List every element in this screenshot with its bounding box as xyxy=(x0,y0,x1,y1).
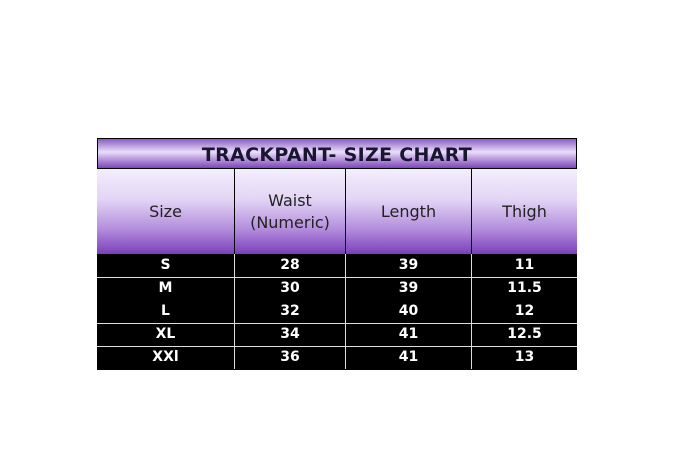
header-waist: Waist (Numeric) xyxy=(235,169,346,254)
cell-thigh: 12.5 xyxy=(507,326,542,342)
table-row: L 32 40 12 xyxy=(97,300,577,323)
cell-waist: 34 xyxy=(235,323,346,346)
header-waist-line2: (Numeric) xyxy=(250,212,330,232)
cell-size: XXl xyxy=(97,346,235,369)
cell-waist: 36 xyxy=(235,346,346,369)
size-chart-table: TRACKPANT- SIZE CHART Size Waist (Numeric… xyxy=(97,138,577,370)
row-divider xyxy=(97,323,577,324)
cell-waist: 32 xyxy=(235,300,346,323)
cell-size: L xyxy=(97,300,235,323)
cell-size: M xyxy=(97,277,235,300)
cell-size: S xyxy=(97,254,235,277)
row-divider xyxy=(97,277,577,278)
cell-thigh: 11 xyxy=(514,257,535,273)
cell-thigh: 11.5 xyxy=(507,280,542,296)
cell-waist: 30 xyxy=(235,277,346,300)
header-waist-line1: Waist xyxy=(268,190,312,210)
cell-length: 40 xyxy=(346,300,472,323)
header-length: Length xyxy=(346,169,472,254)
cell-thigh: 13 xyxy=(514,349,535,365)
chart-title: TRACKPANT- SIZE CHART xyxy=(97,138,577,169)
cell-size: XL xyxy=(97,323,235,346)
table-row: XXl 36 41 13 xyxy=(97,346,577,369)
cell-length: 41 xyxy=(346,323,472,346)
table-row: S 28 39 11 xyxy=(97,254,577,277)
table-row: M 30 39 11.5 xyxy=(97,277,577,300)
cell-length: 41 xyxy=(346,346,472,369)
header-size: Size xyxy=(97,169,235,254)
header-thigh: Thigh xyxy=(472,169,577,254)
table-row: XL 34 41 12.5 xyxy=(97,323,577,346)
row-divider xyxy=(97,346,577,347)
cell-length: 39 xyxy=(346,254,472,277)
cell-thigh: 12 xyxy=(514,303,535,319)
cell-length: 39 xyxy=(346,277,472,300)
cell-waist: 28 xyxy=(235,254,346,277)
